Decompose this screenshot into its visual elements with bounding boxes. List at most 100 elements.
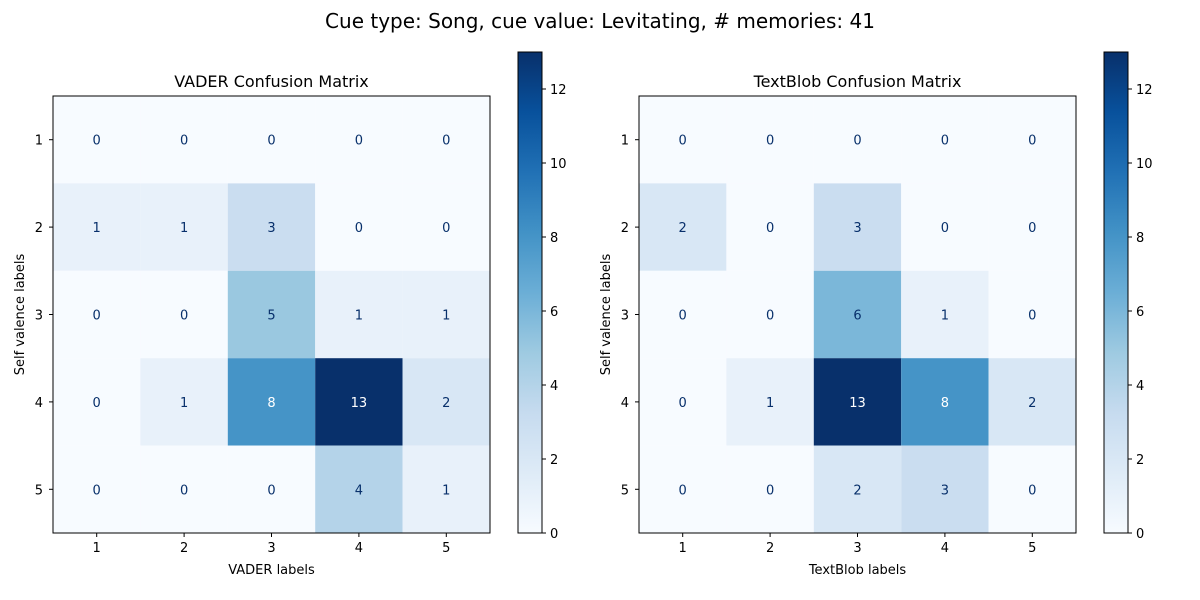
heatmap-cell <box>140 270 228 359</box>
x-tick-label: 3 <box>267 541 275 556</box>
x-tick-label: 1 <box>679 541 687 556</box>
y-axis-label: Self valence labels <box>13 253 28 375</box>
cell-value-label: 0 <box>766 221 774 236</box>
heatmap-cell <box>53 445 141 533</box>
cell-value-label: 0 <box>442 134 450 149</box>
colorbar-tick-label: 12 <box>1136 83 1153 98</box>
cell-value-label: 1 <box>442 483 450 498</box>
cell-value-label: 3 <box>267 221 275 236</box>
heatmap-cell <box>639 96 727 184</box>
heatmap-cell <box>901 183 989 271</box>
cell-value-label: 0 <box>853 134 861 149</box>
y-tick-label: 4 <box>35 396 43 411</box>
cell-value-label: 1 <box>442 309 450 324</box>
cell-value-label: 0 <box>180 134 188 149</box>
heatmap-cell <box>813 270 902 359</box>
x-tick-label: 1 <box>93 541 101 556</box>
cell-value-label: 2 <box>442 396 450 411</box>
heatmap-cell <box>726 358 814 446</box>
cell-value-label: 5 <box>267 309 275 324</box>
heatmap-cell <box>140 445 228 533</box>
heatmap-cell <box>53 96 141 184</box>
cell-value-label: 2 <box>1028 396 1036 411</box>
cell-value-label: 1 <box>766 396 774 411</box>
heatmap-cell <box>988 96 1076 184</box>
heatmap-cell <box>639 445 727 533</box>
cell-value-label: 0 <box>93 134 101 149</box>
y-axis-label: Self valence labels <box>599 253 614 375</box>
colorbar-tick-label: 4 <box>1136 379 1144 394</box>
cell-value-label: 0 <box>267 134 275 149</box>
heatmap-cell <box>639 358 727 446</box>
x-axis-label: TextBlob labels <box>808 563 907 578</box>
cell-value-label: 1 <box>941 309 949 324</box>
cell-value-label: 0 <box>93 396 101 411</box>
heatmap-cell <box>726 96 814 184</box>
heatmap-cell <box>901 445 989 533</box>
heatmap-cell <box>140 96 228 184</box>
heatmap-cell <box>140 358 228 446</box>
y-tick-label: 1 <box>621 134 629 149</box>
cell-value-label: 1 <box>180 396 188 411</box>
heatmap-cell <box>402 358 490 446</box>
cell-value-label: 3 <box>941 483 949 498</box>
cell-value-label: 1 <box>355 309 363 324</box>
colorbar-tick-label: 6 <box>550 305 558 320</box>
heatmap-cell <box>53 270 141 359</box>
colorbar-tick-label: 8 <box>1136 231 1144 246</box>
cell-value-label: 2 <box>853 483 861 498</box>
cell-value-label: 0 <box>766 134 774 149</box>
cell-value-label: 0 <box>442 221 450 236</box>
heatmap-cell <box>726 445 814 533</box>
cell-value-label: 0 <box>180 309 188 324</box>
heatmap-cell <box>315 96 403 184</box>
x-tick-label: 2 <box>766 541 774 556</box>
cell-value-label: 0 <box>93 483 101 498</box>
colorbar-tick-label: 10 <box>1136 157 1153 172</box>
x-tick-label: 4 <box>941 541 949 556</box>
cell-value-label: 1 <box>93 221 101 236</box>
heatmap-cell <box>988 183 1076 271</box>
heatmap-cell <box>315 183 403 271</box>
colorbar-tick-label: 10 <box>550 157 567 172</box>
y-tick-label: 5 <box>621 483 629 498</box>
cell-value-label: 0 <box>941 134 949 149</box>
y-tick-label: 3 <box>35 309 43 324</box>
y-tick-label: 2 <box>621 221 629 236</box>
cell-value-label: 0 <box>1028 309 1036 324</box>
heatmap-cell <box>227 445 316 533</box>
heatmap-cell <box>988 445 1076 533</box>
cell-value-label: 0 <box>355 221 363 236</box>
heatmap-cell <box>726 183 814 271</box>
heatmap-cell <box>402 445 490 533</box>
cell-value-label: 0 <box>1028 221 1036 236</box>
heatmap-cell <box>140 183 228 271</box>
heatmap-cell <box>726 270 814 359</box>
figure-suptitle: Cue type: Song, cue value: Levitating, #… <box>325 9 875 33</box>
heatmap-cell <box>315 358 403 446</box>
cell-value-label: 2 <box>679 221 687 236</box>
heatmap-cell <box>639 183 727 271</box>
colorbar-tick-label: 4 <box>550 379 558 394</box>
cell-value-label: 4 <box>355 483 363 498</box>
y-tick-label: 1 <box>35 134 43 149</box>
y-tick-label: 5 <box>35 483 43 498</box>
heatmap-cell <box>53 183 141 271</box>
colorbar-tick-label: 8 <box>550 231 558 246</box>
heatmap-cell <box>402 183 490 271</box>
colorbar <box>517 51 543 534</box>
colorbar-tick-label: 2 <box>550 453 558 468</box>
heatmap-cell <box>901 96 989 184</box>
x-tick-label: 4 <box>355 541 363 556</box>
cell-value-label: 1 <box>180 221 188 236</box>
cell-value-label: 0 <box>679 134 687 149</box>
heatmap-cell <box>227 270 316 359</box>
cell-value-label: 0 <box>679 309 687 324</box>
colorbar-tick-label: 12 <box>550 83 567 98</box>
heatmap-cell <box>227 96 316 184</box>
cell-value-label: 0 <box>941 221 949 236</box>
cell-value-label: 0 <box>679 483 687 498</box>
